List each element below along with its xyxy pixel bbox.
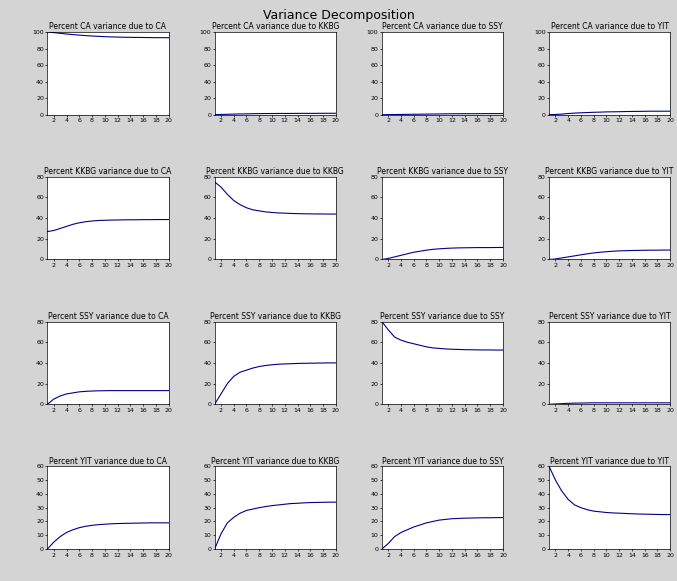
Title: Percent KKBG variance due to SSY: Percent KKBG variance due to SSY (377, 167, 508, 176)
Title: Percent SSY variance due to CA: Percent SSY variance due to CA (47, 312, 169, 321)
Title: Percent YIT variance due to SSY: Percent YIT variance due to SSY (382, 457, 503, 465)
Title: Percent KKBG variance due to YIT: Percent KKBG variance due to YIT (546, 167, 674, 176)
Title: Percent SSY variance due to YIT: Percent SSY variance due to YIT (549, 312, 670, 321)
Title: Percent CA variance due to CA: Percent CA variance due to CA (49, 22, 167, 31)
Title: Percent YIT variance due to YIT: Percent YIT variance due to YIT (550, 457, 669, 465)
Title: Percent YIT variance due to KKBG: Percent YIT variance due to KKBG (211, 457, 339, 465)
Title: Percent SSY variance due to SSY: Percent SSY variance due to SSY (380, 312, 504, 321)
Title: Percent KKBG variance due to KKBG: Percent KKBG variance due to KKBG (206, 167, 344, 176)
Title: Percent CA variance due to YIT: Percent CA variance due to YIT (550, 22, 669, 31)
Title: Percent KKBG variance due to CA: Percent KKBG variance due to CA (44, 167, 172, 176)
Title: Percent SSY variance due to KKBG: Percent SSY variance due to KKBG (210, 312, 341, 321)
Title: Percent YIT variance due to CA: Percent YIT variance due to CA (49, 457, 167, 465)
Text: Variance Decomposition: Variance Decomposition (263, 9, 414, 21)
Title: Percent CA variance due to SSY: Percent CA variance due to SSY (382, 22, 503, 31)
Title: Percent CA variance due to KKBG: Percent CA variance due to KKBG (211, 22, 339, 31)
